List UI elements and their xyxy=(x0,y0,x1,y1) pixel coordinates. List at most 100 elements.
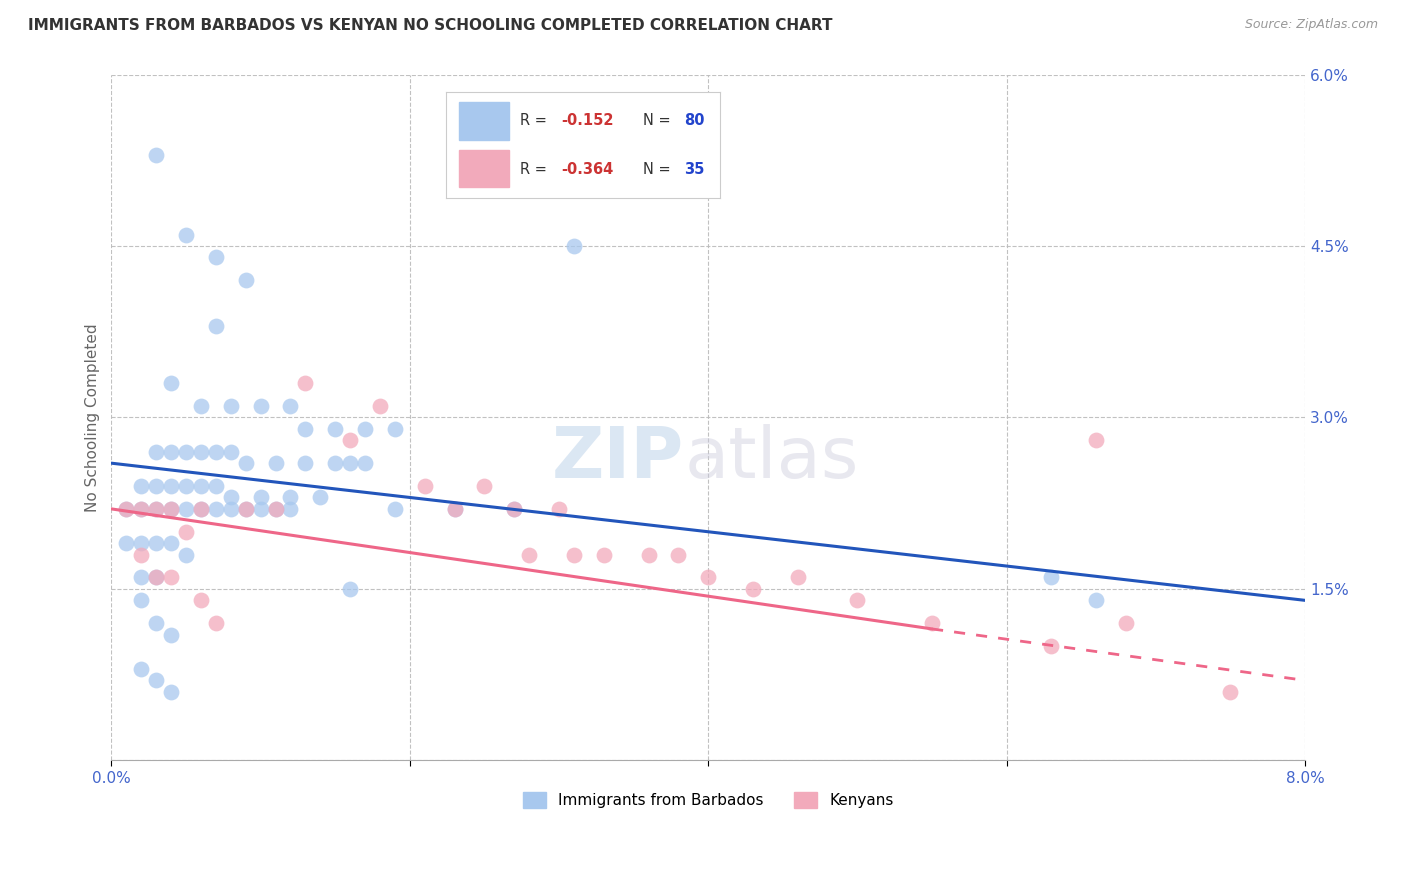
Point xyxy=(548,502,571,516)
Point xyxy=(517,548,540,562)
Point xyxy=(323,422,346,436)
Point xyxy=(129,593,152,607)
Point xyxy=(205,616,228,631)
Point xyxy=(145,570,167,584)
Point xyxy=(160,444,183,458)
Point xyxy=(1085,593,1108,607)
Point xyxy=(160,376,183,391)
Point xyxy=(280,491,302,505)
Y-axis label: No Schooling Completed: No Schooling Completed xyxy=(86,323,100,512)
Point xyxy=(413,479,436,493)
Point xyxy=(145,444,167,458)
Point xyxy=(160,502,183,516)
Point xyxy=(235,502,257,516)
Point xyxy=(503,502,526,516)
Point xyxy=(368,399,391,413)
Point xyxy=(921,616,943,631)
Point xyxy=(742,582,765,596)
Point xyxy=(205,444,228,458)
Text: atlas: atlas xyxy=(685,424,859,493)
Point xyxy=(846,593,869,607)
Point xyxy=(115,536,138,550)
Point xyxy=(235,273,257,287)
Point xyxy=(443,502,465,516)
Point xyxy=(129,502,152,516)
Point xyxy=(129,502,152,516)
Point xyxy=(474,479,496,493)
Point xyxy=(249,502,271,516)
Point xyxy=(174,502,197,516)
Point xyxy=(129,536,152,550)
Legend: Immigrants from Barbados, Kenyans: Immigrants from Barbados, Kenyans xyxy=(517,786,900,814)
Point xyxy=(280,502,302,516)
Point xyxy=(190,502,212,516)
Point xyxy=(190,502,212,516)
Point xyxy=(115,502,138,516)
Point xyxy=(145,570,167,584)
Point xyxy=(592,548,614,562)
Point xyxy=(115,502,138,516)
Point xyxy=(129,570,152,584)
Point xyxy=(160,502,183,516)
Point xyxy=(1040,570,1063,584)
Point xyxy=(190,479,212,493)
Point xyxy=(264,456,287,470)
Point xyxy=(264,502,287,516)
Point xyxy=(160,536,183,550)
Point xyxy=(160,685,183,699)
Point xyxy=(562,239,585,253)
Point xyxy=(294,376,316,391)
Point xyxy=(174,524,197,539)
Point xyxy=(1219,685,1241,699)
Point xyxy=(190,593,212,607)
Point xyxy=(174,548,197,562)
Point xyxy=(129,662,152,676)
Point xyxy=(145,147,167,161)
Point xyxy=(443,502,465,516)
Text: Source: ZipAtlas.com: Source: ZipAtlas.com xyxy=(1244,18,1378,31)
Point xyxy=(264,502,287,516)
Point xyxy=(637,548,659,562)
Point xyxy=(174,444,197,458)
Point xyxy=(354,456,377,470)
Text: ZIP: ZIP xyxy=(553,424,685,493)
Point xyxy=(294,422,316,436)
Point xyxy=(129,479,152,493)
Point xyxy=(219,502,242,516)
Point xyxy=(309,491,332,505)
Point xyxy=(219,399,242,413)
Point xyxy=(205,479,228,493)
Point xyxy=(697,570,720,584)
Text: IMMIGRANTS FROM BARBADOS VS KENYAN NO SCHOOLING COMPLETED CORRELATION CHART: IMMIGRANTS FROM BARBADOS VS KENYAN NO SC… xyxy=(28,18,832,33)
Point xyxy=(339,582,361,596)
Point xyxy=(339,456,361,470)
Point xyxy=(339,434,361,448)
Point xyxy=(384,422,406,436)
Point xyxy=(174,479,197,493)
Point xyxy=(219,444,242,458)
Point xyxy=(160,627,183,641)
Point xyxy=(145,673,167,688)
Point xyxy=(145,479,167,493)
Point xyxy=(145,502,167,516)
Point xyxy=(249,399,271,413)
Point xyxy=(1040,639,1063,653)
Point xyxy=(249,491,271,505)
Point xyxy=(1085,434,1108,448)
Point xyxy=(160,570,183,584)
Point xyxy=(145,536,167,550)
Point xyxy=(174,227,197,242)
Point xyxy=(205,251,228,265)
Point xyxy=(562,548,585,562)
Point xyxy=(668,548,690,562)
Point xyxy=(786,570,808,584)
Point xyxy=(129,548,152,562)
Point xyxy=(384,502,406,516)
Point xyxy=(294,456,316,470)
Point xyxy=(160,479,183,493)
Point xyxy=(235,502,257,516)
Point xyxy=(145,502,167,516)
Point xyxy=(235,456,257,470)
Point xyxy=(219,491,242,505)
Point xyxy=(323,456,346,470)
